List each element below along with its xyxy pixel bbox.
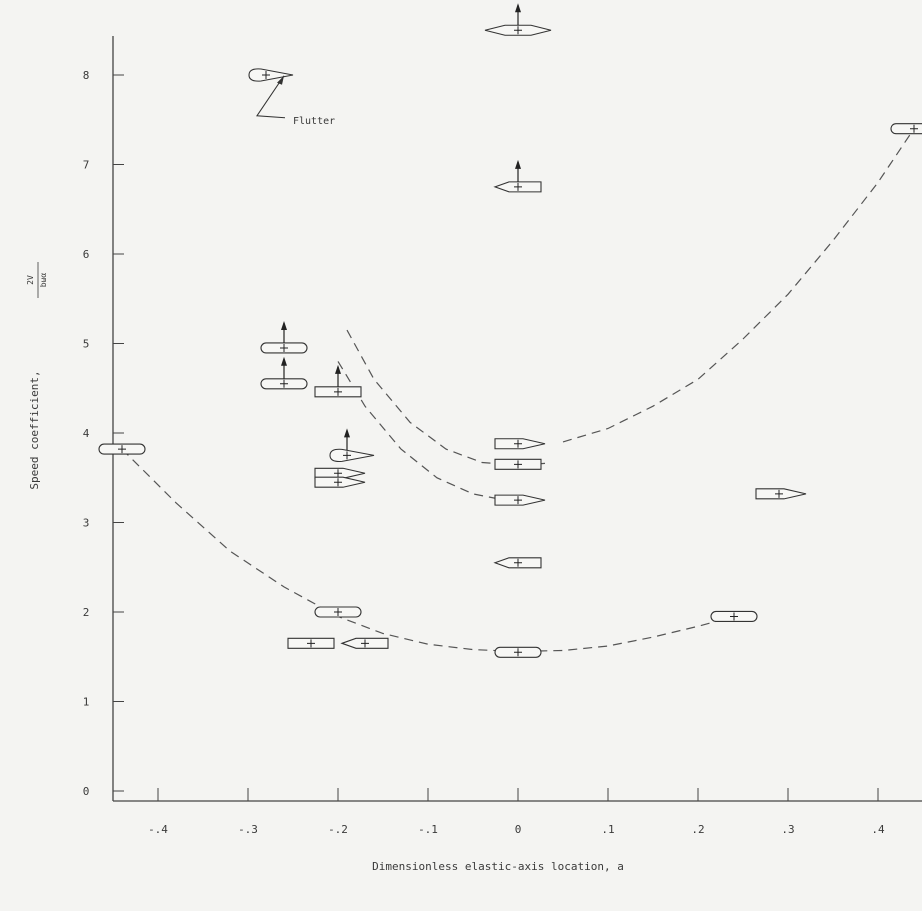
elastic-axis-mark-10 [361,639,369,648]
elastic-axis-mark-3 [280,379,288,388]
elastic-axis-mark-19 [775,489,783,498]
annotation-leader-0 [256,75,286,119]
axes [112,36,922,802]
elastic-axis-mark-6 [334,469,342,478]
y-tick-label-7: 7 [83,159,90,172]
airfoil-glyph-5 [329,448,375,463]
y-axis-title: Speed coefficient, [28,370,41,489]
y-tick-label-5: 5 [83,338,90,351]
y-axis-title-denominator: bωα [39,273,48,288]
x-axis-title: Dimensionless elastic-axis location, a [372,860,624,873]
elastic-axis-mark-1 [262,71,270,79]
elastic-axis-mark-12 [514,182,522,191]
x-tick-label-4: 0 [515,823,522,836]
y-tick-label-6: 6 [83,248,90,261]
elastic-axis-mark-7 [334,478,342,487]
y-tick-label-1: 1 [83,696,90,709]
airfoil-glyphs [98,3,922,658]
airfoil-glyph-1 [248,68,294,82]
lift-arrowhead-12 [515,159,521,169]
x-tick-label-5: .1 [601,823,614,836]
y-tick-label-2: 2 [83,606,90,619]
y-axis-title-numerator: 2V [26,275,35,285]
tick-marks [113,74,879,801]
x-tick-label-8: .4 [871,823,885,836]
x-tick-label-6: .2 [691,823,704,836]
y-tick-label-8: 8 [83,69,90,82]
lift-arrowhead-4 [335,364,341,374]
x-tick-label-1: -.3 [238,823,258,836]
y-tick-label-0: 0 [83,785,90,798]
series-line-3 [562,128,915,443]
lift-arrowhead-2 [281,320,287,330]
elastic-axis-mark-17 [514,648,522,657]
series-line-2 [337,361,519,501]
lift-arrowhead-5 [344,428,350,438]
elastic-axis-mark-13 [514,439,522,448]
elastic-axis-mark-15 [514,496,522,505]
elastic-axis-mark-16 [514,558,522,567]
elastic-axis-mark-2 [280,343,288,352]
elastic-axis-mark-8 [334,608,342,616]
x-tick-label-7: .3 [781,823,794,836]
elastic-axis-mark-14 [514,460,522,469]
labels: Dimensionless elastic-axis location, a S… [26,69,885,873]
lift-arrowhead-3 [281,356,287,366]
elastic-axis-mark-4 [334,387,342,396]
elastic-axis-mark-18 [730,612,738,621]
elastic-axis-mark-11 [514,26,522,35]
lift-arrowhead-11 [515,3,521,13]
x-tick-label-0: -.4 [148,823,168,836]
elastic-axis-mark-20 [910,124,918,133]
series-line-0 [121,448,735,653]
dashed-curves [121,128,915,653]
elastic-axis-mark-9 [307,639,315,648]
y-tick-label-4: 4 [83,427,90,440]
elastic-axis-mark-5 [343,451,351,460]
x-tick-label-2: -.2 [328,823,348,836]
x-tick-label-3: -.1 [418,823,438,836]
annotation-flutter: Flutter [293,116,335,127]
y-tick-label-3: 3 [83,517,90,530]
elastic-axis-mark-0 [118,445,126,454]
annotation-arrowhead-0 [277,75,284,85]
